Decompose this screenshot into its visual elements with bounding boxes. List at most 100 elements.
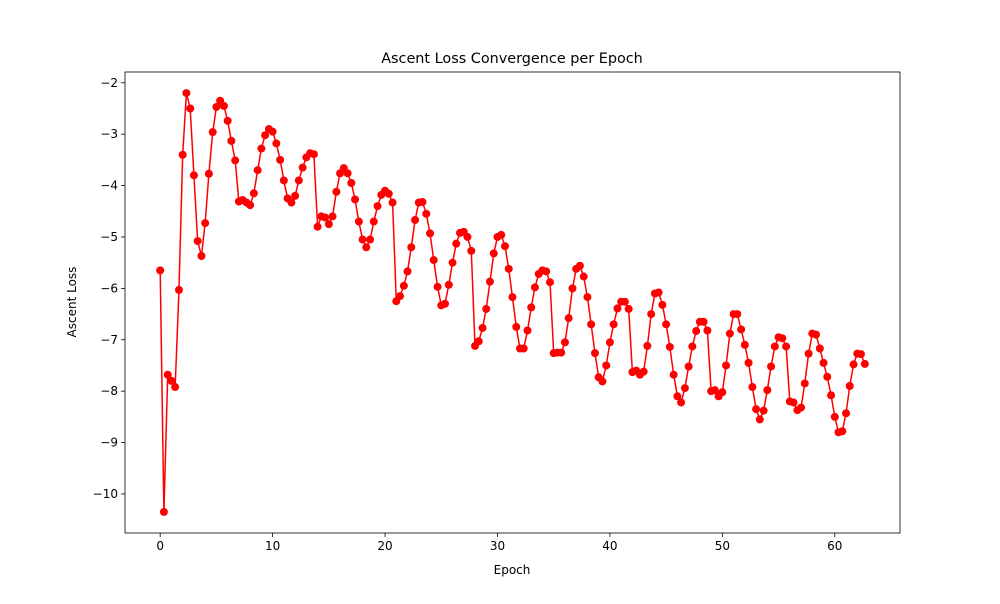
data-point [564,314,573,323]
data-point [703,326,712,335]
data-point [860,359,869,368]
data-point [426,229,435,238]
data-point [639,367,648,376]
data-point [246,201,255,210]
data-point [253,166,262,175]
data-point [197,251,206,260]
x-axis-label: Epoch [494,563,531,577]
data-point [823,372,832,381]
data-point [587,320,596,329]
data-point [186,104,195,113]
data-point [429,256,438,265]
data-point [411,216,420,225]
data-point [219,101,228,110]
data-point [519,344,528,353]
data-point [212,102,221,111]
data-point [347,179,356,188]
data-point [268,127,277,136]
data-point [583,293,592,302]
data-point [804,349,813,358]
data-point [508,293,517,302]
data-point [699,317,708,326]
y-tick-label: −8 [100,384,118,398]
data-point [279,176,288,185]
data-point [324,220,333,229]
x-tick-label: 60 [827,539,842,553]
data-point [542,267,551,276]
data-point [373,202,382,211]
data-point [605,338,614,347]
data-point [800,379,809,388]
data-point [722,361,731,370]
data-point [755,415,764,424]
data-point [201,219,210,228]
data-point [842,409,851,418]
y-tick-label: −3 [100,127,118,141]
data-point [343,169,352,178]
data-point [856,350,865,359]
data-point [321,213,330,222]
data-point [770,342,779,351]
y-tick-label: −6 [100,281,118,295]
data-point [568,284,577,293]
data-point [504,264,513,273]
data-point [838,427,847,436]
data-point [231,156,240,165]
data-point [174,285,183,294]
data-point [159,507,168,516]
data-point [684,362,693,371]
x-tick-label: 20 [377,539,392,553]
data-point [609,320,618,329]
data-point [433,282,442,291]
data-point [354,217,363,226]
data-point [669,370,678,379]
data-point [418,198,427,207]
data-point [590,349,599,358]
data-point [467,246,476,255]
y-axis-label: Ascent Loss [65,267,79,338]
data-point [444,280,453,289]
data-point [797,403,806,412]
data-point [763,386,772,395]
data-point [725,329,734,338]
data-point [680,384,689,393]
y-tick-label: −9 [100,436,118,450]
data-point [737,325,746,334]
data-point [362,243,371,252]
data-point [332,187,341,196]
data-point [647,310,656,319]
data-point [204,169,213,178]
data-point [294,176,303,185]
x-tick-label: 50 [715,539,730,553]
data-point [658,300,667,309]
data-point [740,340,749,349]
data-point [291,191,300,200]
data-point [613,304,622,313]
data-point [602,361,611,370]
data-point [845,382,854,391]
data-point [403,267,412,276]
data-point [440,299,449,308]
data-point [530,283,539,292]
data-point [624,304,633,313]
data-point [545,278,554,287]
data-point [489,249,498,258]
data-point [819,358,828,367]
data-point [156,266,165,275]
data-point [575,261,584,270]
data-point [208,128,217,137]
data-point [309,150,318,159]
plot-frame [124,71,901,534]
data-point [474,337,483,346]
data-point [287,198,296,207]
data-point [249,189,258,198]
data-point [718,388,727,397]
data-point [407,243,416,252]
data-point [223,116,232,125]
data-point [748,383,757,392]
data-point [527,303,536,312]
data-point [759,406,768,415]
data-point [388,198,397,207]
y-tick-label: −5 [100,230,118,244]
